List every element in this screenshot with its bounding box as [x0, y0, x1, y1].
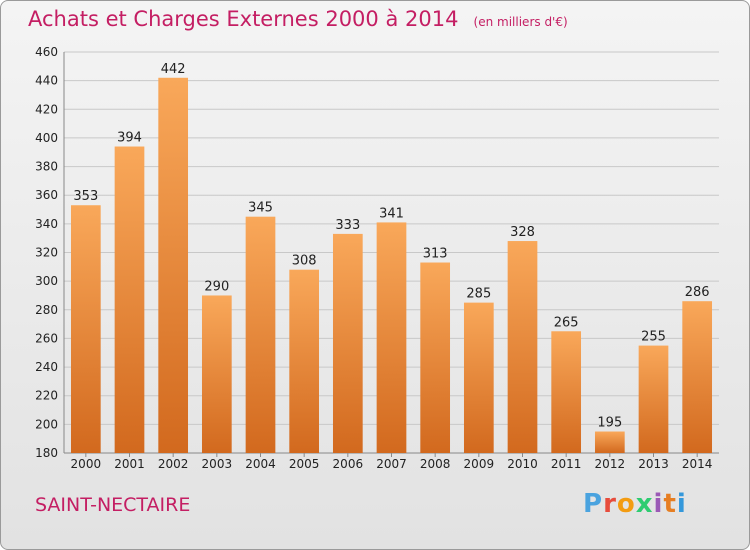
data-label-2011: 265	[554, 315, 579, 330]
x-tick-label-2005: 2005	[289, 457, 320, 471]
data-label-2000: 353	[73, 189, 98, 204]
y-tick-label: 460	[35, 45, 58, 59]
y-tick-label: 280	[35, 303, 58, 317]
x-tick-label-2010: 2010	[507, 457, 538, 471]
bar-2004	[245, 216, 276, 453]
x-tick-label-2000: 2000	[71, 457, 102, 471]
y-tick-label: 420	[35, 102, 58, 116]
data-label-2014: 286	[685, 285, 710, 300]
x-tick-label-2004: 2004	[245, 457, 276, 471]
logo-letter: o	[616, 489, 636, 519]
bar-2006	[332, 233, 363, 453]
x-tick-label-2003: 2003	[202, 457, 233, 471]
y-tick-label: 200	[35, 417, 58, 431]
data-label-2002: 442	[161, 62, 186, 77]
data-label-2001: 394	[117, 131, 142, 146]
bar-2012	[594, 431, 625, 453]
bar-2001	[114, 146, 145, 453]
logo-letter: t	[663, 489, 677, 519]
bar-2003	[201, 295, 232, 453]
bar-2011	[551, 331, 582, 453]
data-label-2005: 308	[292, 254, 317, 269]
chart-title-block: Achats et Charges Externes 2000 à 2014 (…	[28, 7, 568, 31]
place-name: SAINT-NECTAIRE	[35, 494, 191, 516]
y-tick-label: 180	[35, 446, 58, 460]
data-label-2010: 328	[510, 225, 535, 240]
x-tick-label-2011: 2011	[551, 457, 582, 471]
y-tick-label: 400	[35, 131, 58, 145]
logo-letter: r	[603, 489, 617, 519]
data-label-2007: 341	[379, 206, 404, 221]
bar-2007	[376, 222, 407, 453]
bar-2008	[420, 262, 451, 453]
bar-2000	[70, 205, 101, 453]
data-label-2013: 255	[641, 330, 666, 345]
y-tick-label: 380	[35, 160, 58, 174]
x-tick-label-2009: 2009	[464, 457, 495, 471]
x-tick-label-2007: 2007	[376, 457, 407, 471]
x-tick-label-2014: 2014	[682, 457, 713, 471]
x-tick-label-2008: 2008	[420, 457, 451, 471]
bar-2010	[507, 241, 538, 453]
chart-title: Achats et Charges Externes 2000 à 2014	[28, 7, 459, 31]
data-label-2004: 345	[248, 201, 273, 216]
logo-letter: x	[635, 489, 654, 519]
logo-letter: P	[583, 489, 604, 519]
logo-letter: i	[676, 489, 687, 519]
y-tick-label: 440	[35, 74, 58, 88]
y-tick-label: 320	[35, 246, 58, 260]
data-label-2006: 333	[335, 218, 360, 233]
y-tick-label: 340	[35, 217, 58, 231]
x-tick-label-2013: 2013	[638, 457, 669, 471]
x-tick-label-2001: 2001	[114, 457, 145, 471]
proxiti-logo: Proxiti	[583, 489, 687, 519]
y-tick-label: 220	[35, 389, 58, 403]
bar-2002	[158, 77, 189, 454]
x-tick-label-2012: 2012	[595, 457, 626, 471]
logo-letter: i	[653, 489, 664, 519]
bar-2005	[289, 269, 320, 453]
y-tick-label: 240	[35, 360, 58, 374]
data-label-2012: 195	[597, 416, 622, 431]
y-tick-label: 260	[35, 331, 58, 345]
bar-2009	[463, 302, 494, 453]
data-label-2003: 290	[204, 279, 229, 294]
data-label-2009: 285	[466, 287, 491, 302]
x-tick-label-2002: 2002	[158, 457, 189, 471]
bar-2013	[638, 345, 669, 453]
y-tick-label: 300	[35, 274, 58, 288]
x-tick-label-2006: 2006	[333, 457, 364, 471]
bar-2014	[682, 301, 713, 453]
chart-unit: (en milliers d'€)	[473, 15, 568, 29]
data-label-2008: 313	[423, 247, 448, 262]
y-tick-label: 360	[35, 188, 58, 202]
